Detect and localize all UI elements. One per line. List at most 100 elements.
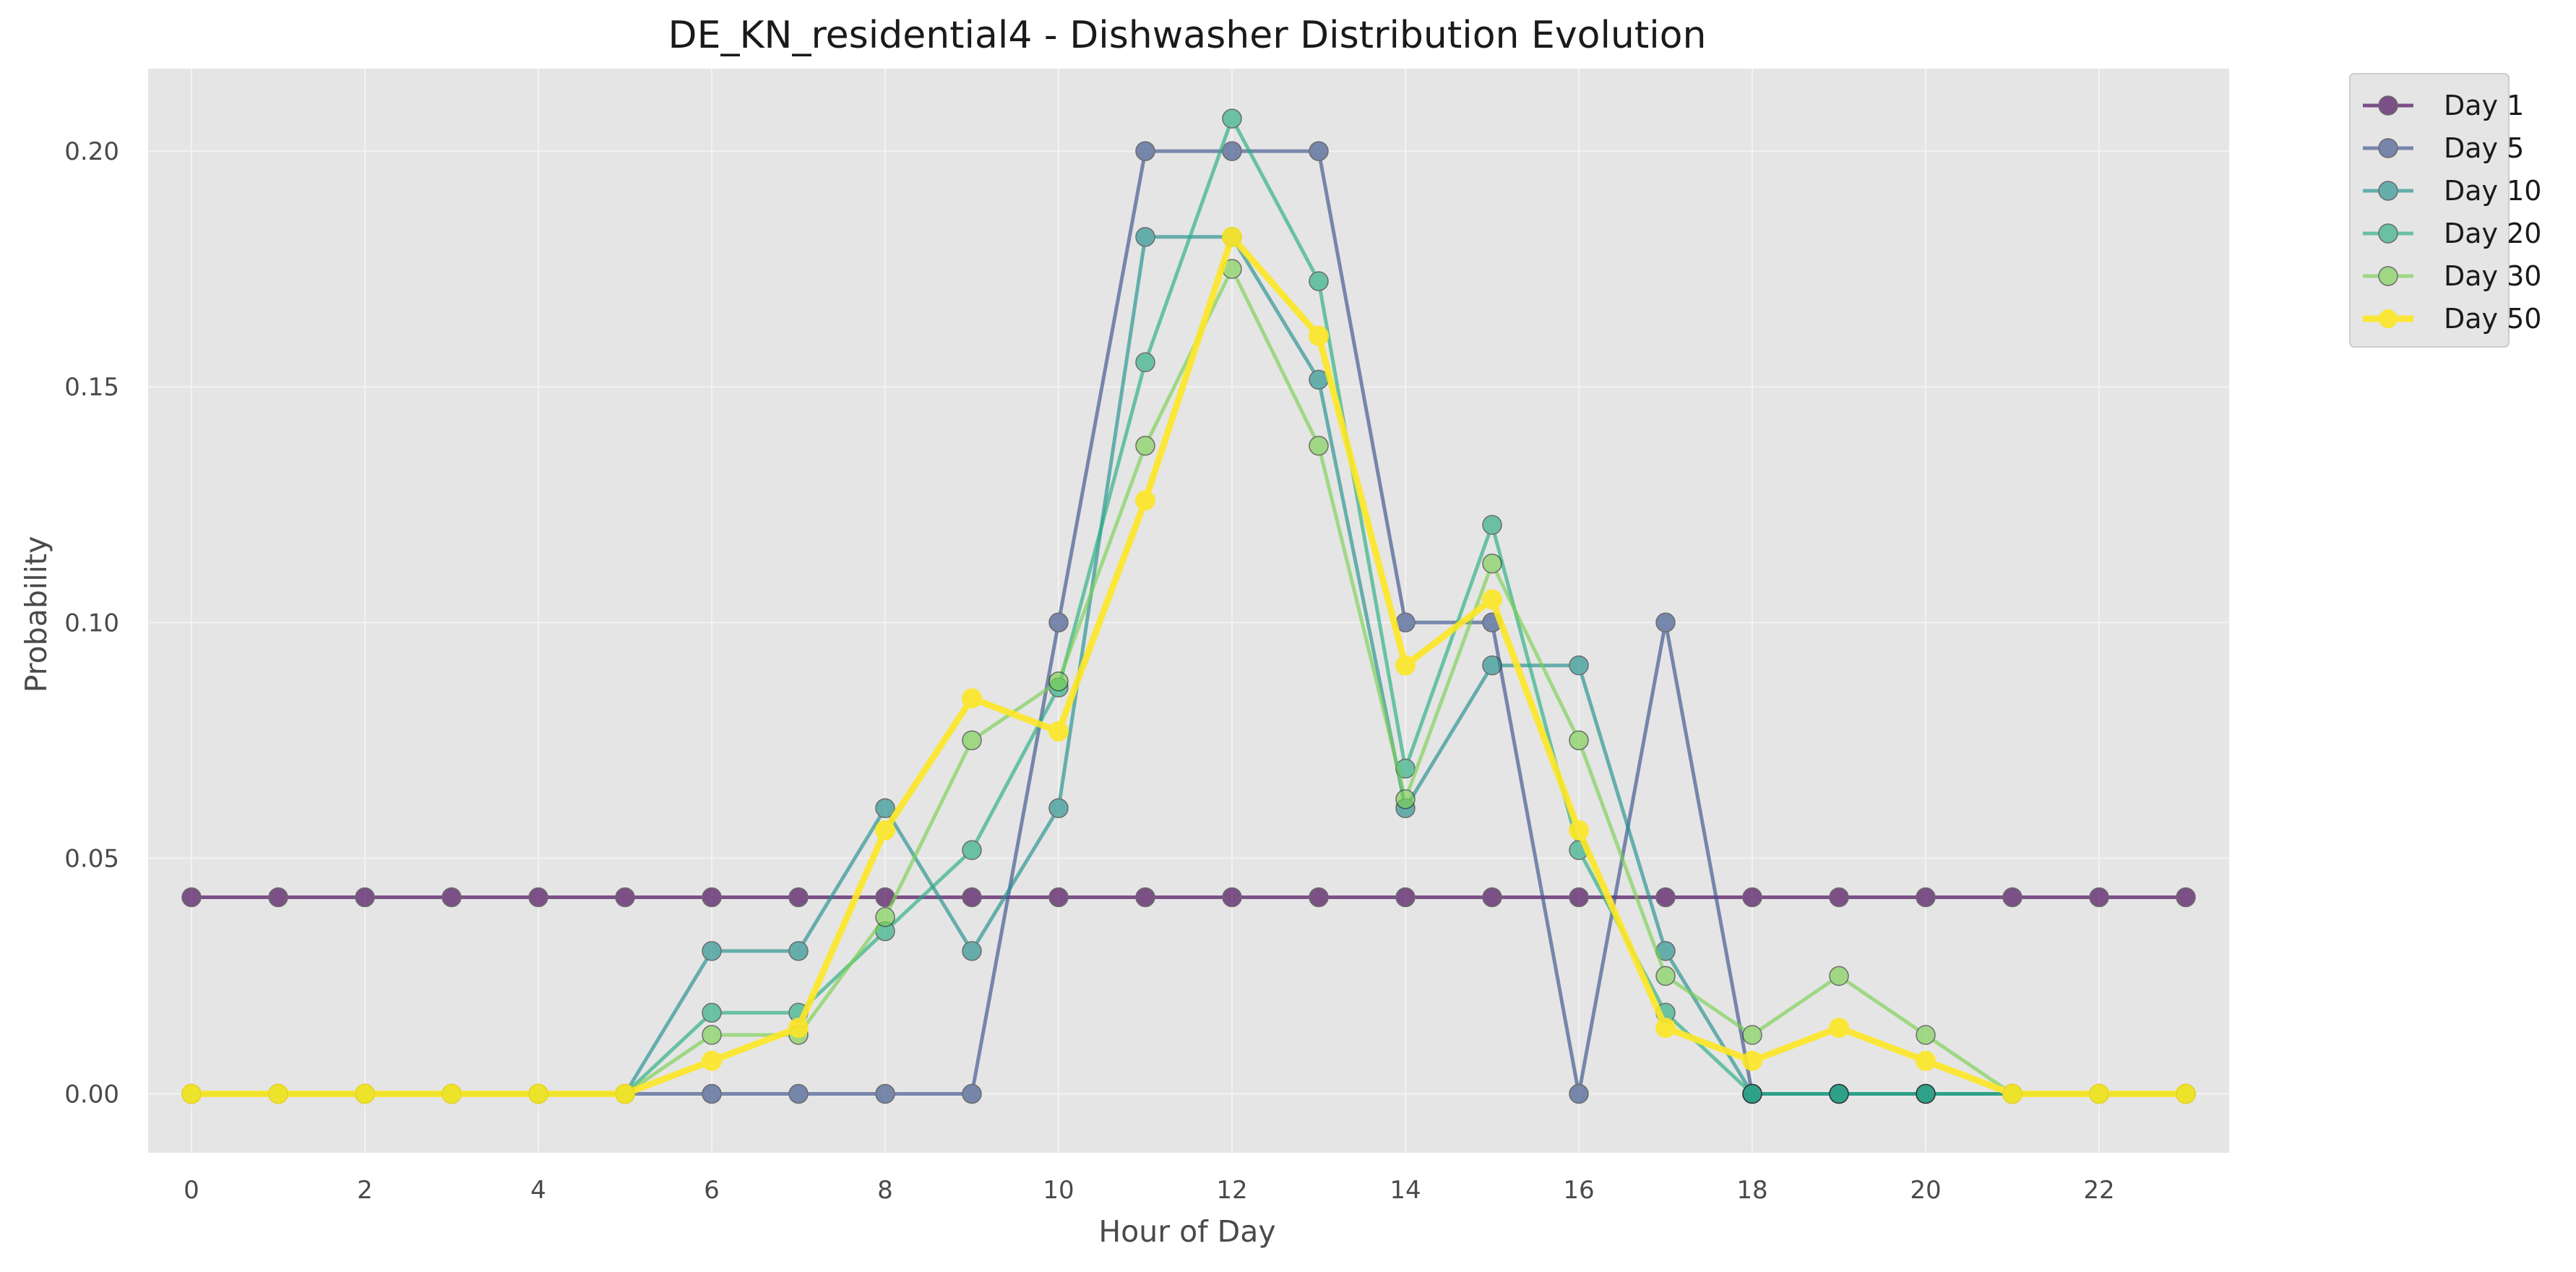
data-point bbox=[2002, 1083, 2023, 1104]
data-point bbox=[528, 1083, 548, 1104]
x-axis-label: Hour of Day bbox=[1098, 1214, 1275, 1249]
data-point bbox=[615, 887, 635, 908]
data-point bbox=[355, 887, 375, 908]
chart-title: DE_KN_residential4 - Dishwasher Distribu… bbox=[668, 14, 1707, 57]
data-point bbox=[788, 887, 809, 908]
y-tick-label: 0.10 bbox=[64, 609, 119, 637]
data-point bbox=[1135, 352, 1155, 373]
data-point bbox=[2089, 1083, 2109, 1104]
legend-item bbox=[2363, 309, 2413, 328]
data-point bbox=[962, 688, 982, 709]
data-point bbox=[1309, 887, 1329, 908]
data-point bbox=[875, 1083, 895, 1104]
y-axis-label: Probability bbox=[19, 536, 53, 693]
data-point bbox=[1829, 1083, 1849, 1104]
legend-item bbox=[2363, 95, 2413, 116]
data-point bbox=[1655, 887, 1676, 908]
x-tick-label: 18 bbox=[1736, 1176, 1767, 1205]
data-point bbox=[1569, 887, 1589, 908]
data-point bbox=[2002, 887, 2023, 908]
series-day-50 bbox=[181, 226, 2196, 1104]
data-point bbox=[2176, 887, 2196, 908]
data-point bbox=[875, 798, 895, 819]
data-point bbox=[1309, 325, 1329, 346]
data-point bbox=[1222, 141, 1242, 161]
legend-label: Day 30 bbox=[2444, 260, 2541, 292]
series-layer bbox=[181, 108, 2196, 1104]
data-point bbox=[1048, 887, 1069, 908]
data-point bbox=[1742, 1025, 1762, 1045]
x-tick-label: 10 bbox=[1043, 1176, 1074, 1205]
data-point bbox=[1395, 887, 1416, 908]
data-point bbox=[1135, 227, 1155, 247]
data-point bbox=[355, 1083, 375, 1104]
data-point bbox=[1482, 554, 1502, 574]
data-point bbox=[962, 840, 982, 861]
legend-label: Day 50 bbox=[2444, 303, 2541, 335]
legend-label: Day 5 bbox=[2444, 132, 2524, 164]
data-point bbox=[2176, 1083, 2196, 1104]
data-point bbox=[1482, 589, 1502, 610]
data-point bbox=[1048, 798, 1069, 819]
data-point bbox=[181, 887, 202, 908]
series-line bbox=[191, 233, 2186, 1097]
x-tick-label: 6 bbox=[704, 1176, 720, 1205]
data-point bbox=[702, 1050, 722, 1071]
legend-marker bbox=[2378, 181, 2398, 201]
legend-item bbox=[2363, 181, 2413, 201]
series-day-1 bbox=[181, 887, 2196, 908]
legend-item bbox=[2363, 223, 2413, 244]
x-tick-label: 4 bbox=[530, 1176, 546, 1205]
x-tick-label: 8 bbox=[877, 1176, 893, 1205]
data-point bbox=[1655, 966, 1676, 987]
data-point bbox=[1482, 887, 1502, 908]
data-point bbox=[1135, 490, 1155, 511]
data-point bbox=[268, 887, 288, 908]
data-point bbox=[788, 1083, 809, 1104]
data-point bbox=[1482, 655, 1502, 676]
legend-item bbox=[2363, 266, 2413, 286]
data-point bbox=[528, 887, 548, 908]
legend-marker bbox=[2379, 309, 2398, 328]
legend-item bbox=[2363, 138, 2413, 158]
legend: Day 1 Day 5 Day 10 Day 20 Day 30 Day 50 bbox=[2349, 73, 2541, 348]
data-point bbox=[875, 907, 895, 927]
data-point bbox=[702, 1002, 722, 1023]
data-point bbox=[1569, 655, 1589, 676]
data-point bbox=[1135, 435, 1155, 456]
data-point bbox=[1916, 1050, 1936, 1071]
x-tick-label: 16 bbox=[1563, 1176, 1594, 1205]
legend-marker bbox=[2378, 138, 2398, 158]
data-point bbox=[2089, 887, 2109, 908]
data-point bbox=[962, 941, 982, 961]
data-point bbox=[1569, 820, 1589, 841]
data-point bbox=[441, 1083, 462, 1104]
data-point bbox=[1482, 515, 1502, 536]
legend-marker bbox=[2378, 95, 2398, 116]
data-point bbox=[1309, 141, 1329, 161]
data-point bbox=[1829, 1018, 1849, 1039]
data-point bbox=[1916, 1083, 1936, 1104]
data-point bbox=[702, 1083, 722, 1104]
data-point bbox=[268, 1083, 288, 1104]
legend-label: Day 10 bbox=[2444, 175, 2541, 207]
data-point bbox=[702, 941, 722, 961]
x-tick-label: 14 bbox=[1390, 1176, 1421, 1205]
y-axis-ticks: 0.00 0.05 0.10 0.15 0.20 bbox=[64, 137, 119, 1109]
y-tick-label: 0.15 bbox=[64, 373, 119, 402]
data-point bbox=[1135, 887, 1155, 908]
data-point bbox=[702, 1025, 722, 1045]
data-point bbox=[1916, 1025, 1936, 1045]
data-point bbox=[788, 1018, 809, 1039]
data-point bbox=[1048, 612, 1069, 633]
legend-label: Day 20 bbox=[2444, 218, 2541, 249]
data-point bbox=[1742, 887, 1762, 908]
y-tick-label: 0.20 bbox=[64, 137, 119, 166]
data-point bbox=[1395, 655, 1416, 676]
data-point bbox=[615, 1083, 635, 1104]
x-tick-label: 20 bbox=[1910, 1176, 1941, 1205]
data-point bbox=[1742, 1083, 1762, 1104]
x-tick-label: 22 bbox=[2083, 1176, 2114, 1205]
x-axis-ticks: 0 2 4 6 8 10 12 14 16 18 20 22 bbox=[184, 1176, 2114, 1205]
